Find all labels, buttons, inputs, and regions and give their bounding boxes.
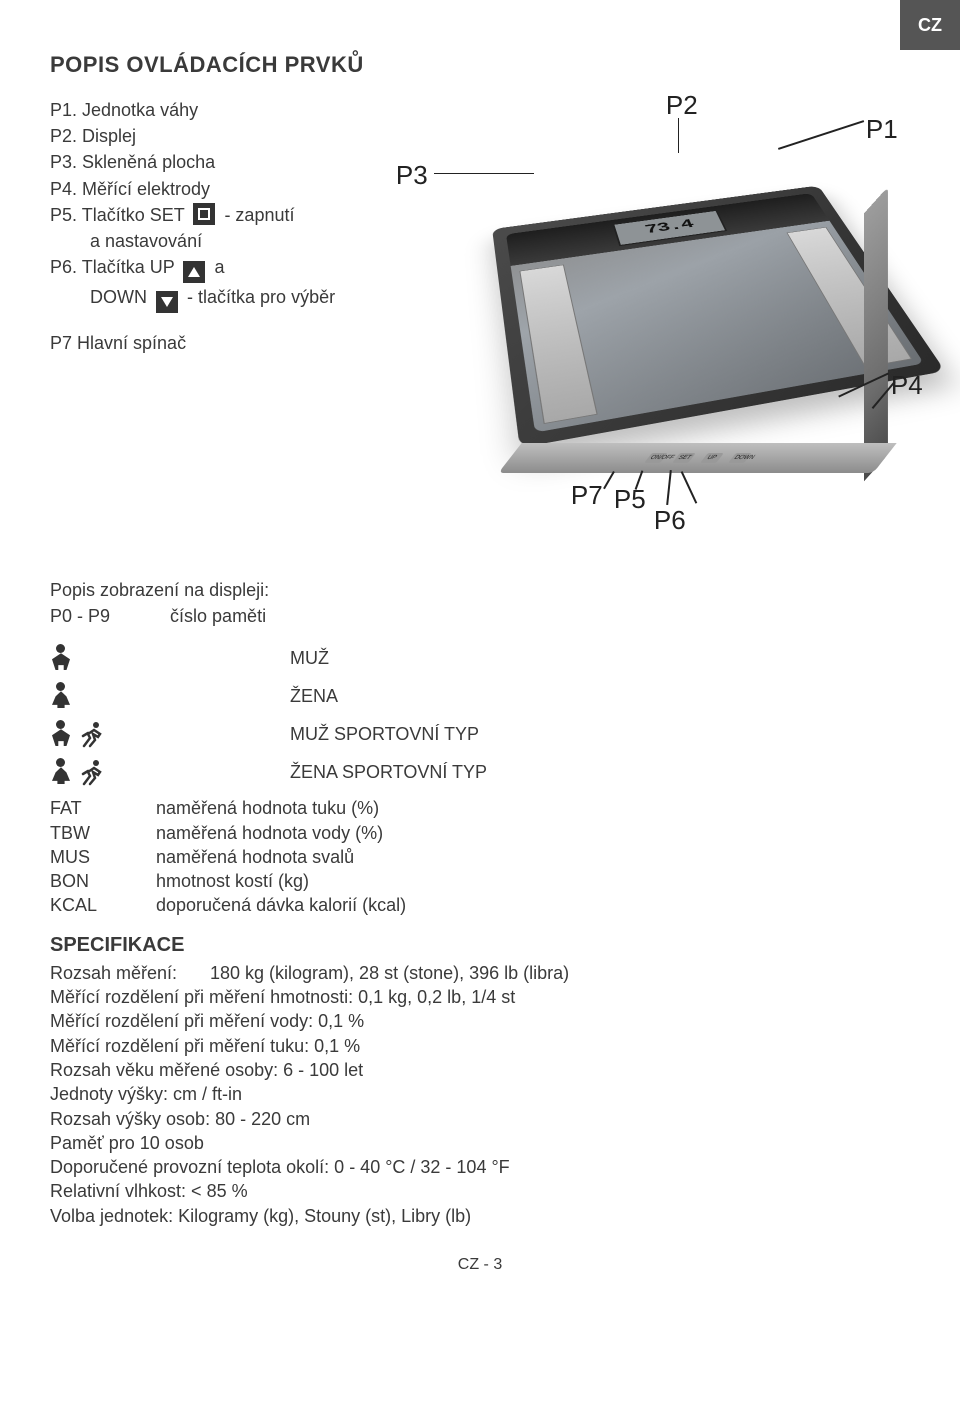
language-badge: CZ [900,0,960,50]
leader-p6a [666,470,671,505]
p5-pre: P5. Tlačítko SET [50,205,184,225]
control-p5: P5. Tlačítko SET - zapnutí [50,203,396,227]
p6-pre: P6. Tlačítka UP [50,257,174,277]
front-btn-onoff: ON/OFF [643,453,667,463]
metric-key-mus: MUS [50,845,128,869]
leader-p3 [434,173,534,175]
scale-front-buttons: ON/OFF SET UP DOWN [498,443,896,473]
spec-l6: Jednoty výšky: cm / ft-in [50,1082,910,1106]
metric-val-bon: hmotnost kostí (kg) [156,869,910,893]
leader-p2 [678,118,680,153]
label-woman: ŽENA [170,684,338,708]
scale-side [864,186,888,481]
callout-p7: P7 [571,478,603,513]
control-p5-indent: a nastavování [50,229,396,253]
spec-range-val: 180 kg (kilogram), 28 st (stone), 396 lb… [210,961,569,985]
control-p2: P2. Displej [50,124,396,148]
display-desc-val: číslo paměti [170,604,266,628]
label-woman-sport: ŽENA SPORTOVNÍ TYP [170,760,487,784]
control-p3: P3. Skleněná plocha [50,150,396,174]
control-p6-down: DOWN - tlačítka pro výběr [50,285,396,313]
callout-p4: P4 [891,368,923,403]
spec-l11: Volba jednotek: Kilogramy (kg), Stouny (… [50,1204,910,1228]
display-description: Popis zobrazení na displeji: P0 - P9 čís… [50,578,910,629]
up-arrow-icon [183,261,205,283]
leader-p7 [603,471,614,489]
spec-range-key: Rozsah měření: [50,961,210,985]
metrics-table: FAT naměřená hodnota tuku (%) TBW naměře… [50,796,910,917]
spec-l5: Rozsah věku měřené osoby: 6 - 100 let [50,1058,910,1082]
down-arrow-icon [156,291,178,313]
leader-p1 [778,120,864,149]
callout-p1: P1 [866,112,898,147]
display-desc-line1: Popis zobrazení na displeji: [50,578,910,602]
spec-heading: SPECIFIKACE [50,932,910,959]
display-desc-key: P0 - P9 [50,604,110,628]
front-btn-down: DOWN [727,453,751,463]
man-icon [50,644,72,672]
spec-l4: Měřící rozdělení při měření tuku: 0,1 % [50,1034,910,1058]
controls-list: P1. Jednotka váhy P2. Displej P3. Skleně… [50,98,396,358]
control-p4: P4. Měřící elektrody [50,177,396,201]
spec-l3: Měřící rozdělení při měření vody: 0,1 % [50,1009,910,1033]
scale-figure: 73.4 ON/OFF SET UP DOWN P3 P2 P1 P4 P7 P… [416,98,910,528]
woman-icon-2 [50,758,72,786]
metric-key-bon: BON [50,869,128,893]
callout-p6: P6 [654,503,686,538]
metric-key-kcal: KCAL [50,893,128,917]
p6-down-label: DOWN [90,287,147,307]
runner-icon-f [78,758,106,786]
set-button-icon [193,203,215,225]
spec-l7: Rozsah výšky osob: 80 - 220 cm [50,1107,910,1131]
p6-post: - tlačítka pro výběr [187,287,335,307]
label-man: MUŽ [170,646,329,670]
metric-val-kcal: doporučená dávka kalorií (kcal) [156,893,910,917]
control-p7: P7 Hlavní spínač [50,331,396,355]
metric-key-fat: FAT [50,796,128,820]
metric-key-tbw: TBW [50,821,128,845]
callout-p5: P5 [614,482,646,517]
p5-post: - zapnutí [224,205,294,225]
spec-l9: Doporučené provozní teplota okolí: 0 - 4… [50,1155,910,1179]
front-btn-up: UP [699,453,723,463]
man-icon-2 [50,720,72,748]
metric-val-mus: naměřená hodnota svalů [156,845,910,869]
page-footer: CZ - 3 [50,1254,910,1276]
control-p6: P6. Tlačítka UP a [50,255,396,283]
leader-p6b [681,471,697,503]
p6-mid: a [214,257,224,277]
spec-l10: Relativní vlhkost: < 85 % [50,1179,910,1203]
section-heading: POPIS OVLÁDACÍCH PRVKŮ [50,50,910,80]
metric-val-fat: naměřená hodnota tuku (%) [156,796,910,820]
control-p1: P1. Jednotka váhy [50,98,396,122]
spec-l8: Paměť pro 10 osob [50,1131,910,1155]
label-man-sport: MUŽ SPORTOVNÍ TYP [170,722,479,746]
runner-icon-m [78,720,106,748]
callout-p3: P3 [396,158,428,193]
metric-val-tbw: naměřená hodnota vody (%) [156,821,910,845]
callout-p2: P2 [666,88,698,123]
woman-icon [50,682,72,710]
icon-legend: MUŽ ŽENA MUŽ SPORTOVNÍ TYP ŽENA SPORTOVN… [50,644,910,786]
spec-l2: Měřící rozdělení při měření hmotnosti: 0… [50,985,910,1009]
spec-block: Rozsah měření: 180 kg (kilogram), 28 st … [50,961,910,1228]
